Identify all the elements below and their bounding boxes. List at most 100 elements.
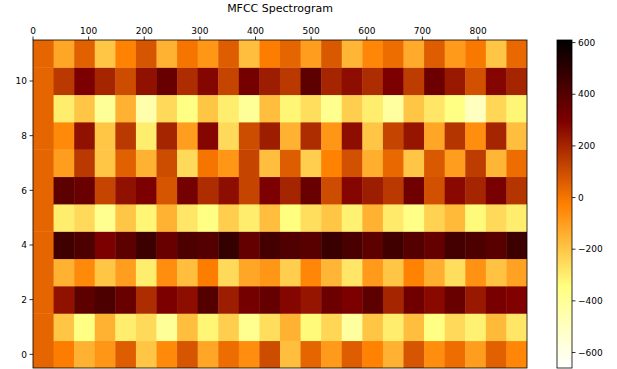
cell	[404, 95, 425, 123]
cell	[404, 231, 425, 259]
cell	[465, 122, 486, 150]
cell	[198, 149, 219, 177]
cell	[95, 204, 116, 232]
cell	[115, 40, 136, 68]
cell	[486, 313, 507, 341]
cell	[74, 341, 95, 368]
cell	[74, 95, 95, 123]
cell	[218, 40, 239, 68]
cell	[157, 122, 178, 150]
cell	[177, 177, 198, 205]
cell	[136, 231, 157, 259]
cell	[506, 95, 527, 123]
cell	[259, 40, 280, 68]
cell	[424, 177, 445, 205]
cell	[239, 341, 260, 368]
cell	[259, 122, 280, 150]
cell	[424, 231, 445, 259]
cell	[301, 40, 322, 68]
cell	[301, 286, 322, 314]
cell	[506, 67, 527, 95]
cell	[445, 40, 466, 68]
x-tick	[144, 37, 145, 41]
cell	[95, 177, 116, 205]
colorbar	[557, 40, 572, 368]
cell	[424, 341, 445, 368]
cell	[404, 122, 425, 150]
cell	[259, 231, 280, 259]
cell	[506, 341, 527, 368]
cell	[321, 122, 342, 150]
y-tick	[30, 299, 34, 300]
cell	[33, 313, 54, 341]
cell	[157, 313, 178, 341]
cell	[301, 204, 322, 232]
y-tick	[30, 190, 34, 191]
cell	[465, 341, 486, 368]
cell	[383, 122, 404, 150]
cell	[404, 341, 425, 368]
cell	[280, 259, 301, 287]
cell	[321, 204, 342, 232]
cell	[198, 204, 219, 232]
colorbar-tick-label: 200	[578, 141, 595, 151]
cell	[486, 40, 507, 68]
x-tick-label: 600	[358, 26, 375, 36]
cell	[445, 95, 466, 123]
cell	[424, 122, 445, 150]
cell	[506, 177, 527, 205]
x-tick	[255, 37, 256, 41]
cell	[465, 313, 486, 341]
cell	[54, 40, 75, 68]
cell	[362, 40, 383, 68]
cell	[424, 259, 445, 287]
cell	[486, 95, 507, 123]
y-tick-label: 4	[21, 240, 27, 250]
cell	[424, 149, 445, 177]
cell	[280, 286, 301, 314]
cell	[54, 204, 75, 232]
cell	[177, 67, 198, 95]
cell	[177, 149, 198, 177]
cell	[404, 40, 425, 68]
cell	[424, 204, 445, 232]
cell	[74, 149, 95, 177]
x-tick-label: 500	[303, 26, 320, 36]
cell	[54, 95, 75, 123]
cell	[95, 286, 116, 314]
cell	[445, 231, 466, 259]
cell	[239, 122, 260, 150]
cell	[157, 149, 178, 177]
cell	[424, 313, 445, 341]
cell	[486, 231, 507, 259]
cell	[54, 313, 75, 341]
cell	[404, 204, 425, 232]
cell	[218, 341, 239, 368]
cell	[465, 40, 486, 68]
cell	[54, 177, 75, 205]
y-tick-label: 8	[21, 131, 27, 141]
cell	[404, 286, 425, 314]
cell	[115, 204, 136, 232]
cell	[486, 149, 507, 177]
x-tick-label: 100	[80, 26, 97, 36]
cell	[383, 95, 404, 123]
cell	[74, 122, 95, 150]
cell	[115, 67, 136, 95]
cell	[198, 95, 219, 123]
cell	[54, 67, 75, 95]
cell	[383, 149, 404, 177]
cell	[424, 67, 445, 95]
cell	[95, 122, 116, 150]
cell	[259, 341, 280, 368]
cell	[177, 341, 198, 368]
cell	[54, 341, 75, 368]
cell	[404, 313, 425, 341]
plot-frame	[33, 40, 527, 368]
cell	[157, 40, 178, 68]
cell	[239, 313, 260, 341]
cell	[218, 231, 239, 259]
cell	[74, 67, 95, 95]
colorbar-tick	[572, 352, 576, 353]
cell	[74, 177, 95, 205]
